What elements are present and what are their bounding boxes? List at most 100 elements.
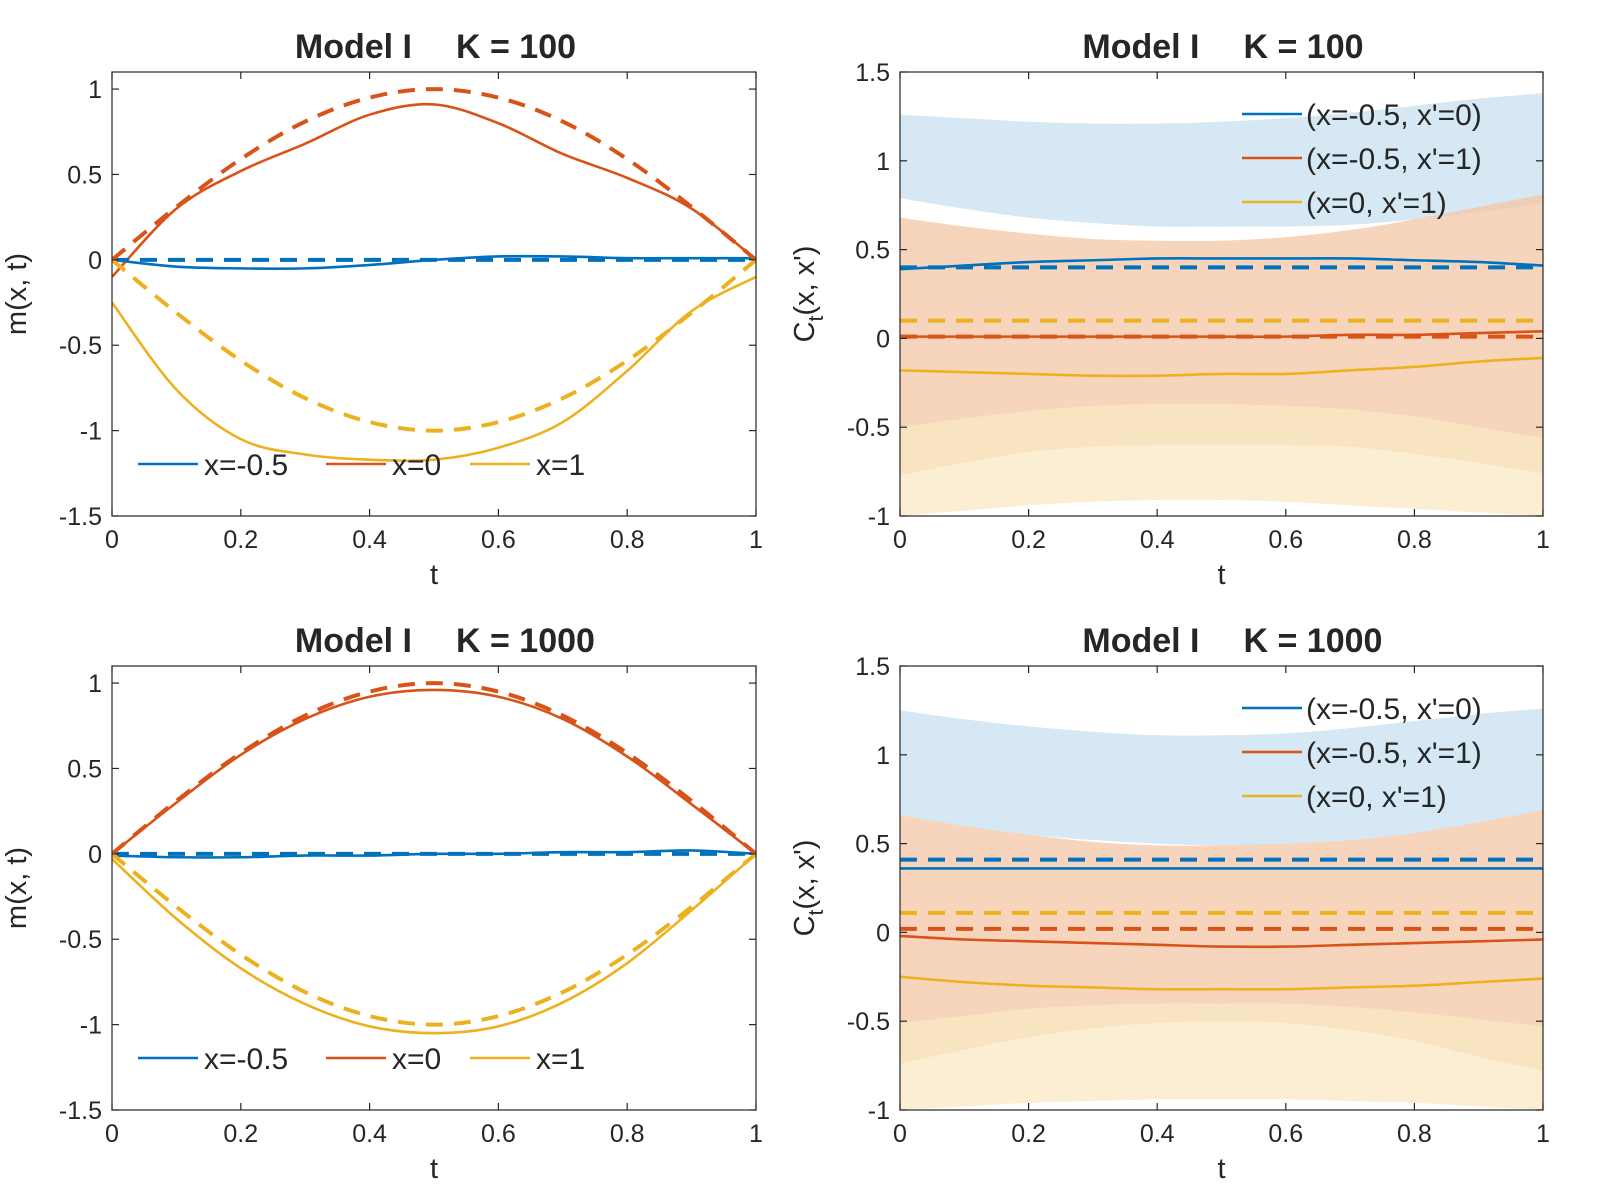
y-tick-label: 0 [88, 247, 102, 275]
y-tick-label: 0.5 [67, 755, 102, 783]
chart-title-k: K = 100 [456, 28, 576, 66]
y-tick-label: -0.5 [847, 1008, 890, 1036]
axes-box [111, 665, 757, 1111]
series-line-2-solid [900, 934, 1543, 949]
x-tick-label: 0.8 [610, 526, 645, 554]
chart-panel-cov_k1000: 0 0.2 0.4 0.6 0.8 1 -1 -0.5 0 0.5 1 1.5 Model I K = 1… [789, 622, 1550, 1185]
x-tick-label: 1 [1536, 526, 1550, 554]
plot-content [900, 708, 1543, 1110]
chart-title-model: Model I [1082, 28, 1199, 66]
y-axis-label-rest: (x, x') [789, 246, 821, 316]
series-line-3-solid [112, 852, 756, 1035]
y-tick-label: 1.5 [855, 653, 890, 681]
band-3 [900, 1003, 1543, 1110]
legend-label: x=0 [392, 1043, 441, 1076]
y-tick-label: 1 [88, 76, 102, 104]
y-tick-label: -0.5 [847, 414, 890, 442]
x-tick-label: 0 [105, 1120, 119, 1148]
y-tick-label: -1 [80, 1012, 102, 1040]
series-line-3-solid [900, 356, 1543, 378]
y-tick-label: 1 [876, 148, 890, 176]
y-tick-label: 1 [88, 670, 102, 698]
y-axis-label-subscript: t [805, 909, 828, 915]
legend: x=-0.5 x=0 x=1 [138, 449, 585, 482]
x-tick-label: 0.2 [1011, 526, 1046, 554]
y-tick-label: 0 [88, 841, 102, 869]
plot-content [112, 681, 756, 1035]
x-axis-label: t [430, 1153, 438, 1185]
legend: (x=-0.5, x'=0) (x=-0.5, x'=1) (x=0, x'=1) [1242, 693, 1482, 814]
y-tick-label: -1 [868, 503, 890, 531]
legend: (x=-0.5, x'=0) (x=-0.5, x'=1) (x=0, x'=1) [1242, 99, 1482, 220]
legend-label: (x=-0.5, x'=0) [1306, 693, 1482, 726]
series-line-2-solid [112, 102, 756, 278]
y-tick-label: -1.5 [59, 1097, 102, 1125]
plot-area [112, 666, 756, 1110]
x-axis-label: t [1217, 1153, 1225, 1185]
x-tick-label: 0.2 [223, 526, 258, 554]
x-tick-label: 1 [749, 1120, 763, 1148]
band-2 [900, 809, 1543, 1071]
legend-label: (x=-0.5, x'=0) [1306, 99, 1482, 132]
x-tick-label: 0.4 [1140, 1120, 1175, 1148]
band-1 [900, 93, 1543, 227]
y-tick-label: 0 [876, 325, 890, 353]
x-tick-label: 0.4 [352, 526, 387, 554]
x-tick-label: 0.4 [1140, 526, 1175, 554]
y-tick-label: -0.5 [59, 926, 102, 954]
x-tick-label: 0.2 [1011, 1120, 1046, 1148]
x-tick-label: 0.8 [610, 1120, 645, 1148]
chart-panel-mean_k100: 0 0.2 0.4 0.6 0.8 1 -1.5 -1 -0.5 0 0.5 1 Model I K = … [1, 28, 763, 591]
legend-label: (x=0, x'=1) [1306, 187, 1447, 220]
series-line-2-solid [112, 688, 756, 855]
legend-label: (x=-0.5, x'=1) [1306, 143, 1482, 176]
y-tick-label: 1 [876, 742, 890, 770]
chart-panel-mean_k1000: 0 0.2 0.4 0.6 0.8 1 -1.5 -1 -0.5 0 0.5 1 Model I K = … [1, 622, 763, 1185]
series-line-5-dashed [112, 87, 756, 262]
chart-title-model: Model I [1082, 622, 1199, 660]
x-tick-label: 0 [893, 1120, 907, 1148]
legend-label: (x=0, x'=1) [1306, 781, 1447, 814]
axes-box [899, 71, 1544, 517]
band-1 [900, 708, 1543, 846]
y-axis-label-main: C [789, 915, 821, 936]
y-tick-label: -0.5 [59, 332, 102, 360]
x-tick-label: 0.8 [1397, 1120, 1432, 1148]
y-axis-label: m(x, t) [1, 847, 33, 929]
y-axis-label: Ct(x, x') [789, 246, 828, 343]
x-tick-label: 0.6 [1268, 1120, 1303, 1148]
legend-label: x=1 [536, 449, 585, 482]
x-tick-label: 0.6 [1268, 526, 1303, 554]
y-tick-label: 0.5 [855, 831, 890, 859]
y-axis-label-main: C [789, 321, 821, 342]
chart-title-k: K = 1000 [456, 622, 595, 660]
series-line-6-dashed [112, 258, 756, 433]
legend-label: x=0 [392, 449, 441, 482]
legend-label: x=-0.5 [204, 449, 288, 482]
x-tick-label: 1 [749, 526, 763, 554]
series-line-3-solid [112, 275, 756, 463]
y-tick-label: 1.5 [855, 59, 890, 87]
chart-title-model: Model I [295, 28, 412, 66]
axes-box [111, 71, 757, 517]
y-tick-label: 0 [876, 919, 890, 947]
y-tick-label: -1 [868, 1097, 890, 1125]
x-tick-label: 1 [1536, 1120, 1550, 1148]
chart-title-k: K = 100 [1244, 28, 1364, 66]
axes-box [899, 665, 1544, 1111]
x-tick-label: 0 [893, 526, 907, 554]
legend: x=-0.5 x=0 x=1 [138, 1043, 585, 1076]
y-tick-label: -1.5 [59, 503, 102, 531]
y-tick-label: 0.5 [67, 161, 102, 189]
x-tick-label: 0.8 [1397, 526, 1432, 554]
x-axis-label: t [430, 559, 438, 591]
series-line-6-dashed [112, 852, 756, 1027]
series-line-1-solid [900, 257, 1543, 271]
plot-area [112, 72, 756, 516]
x-axis-label: t [1217, 559, 1225, 591]
y-axis-label: m(x, t) [1, 253, 33, 335]
plot-content [112, 87, 756, 463]
x-tick-label: 0.6 [481, 526, 516, 554]
chart-title-model: Model I [295, 622, 412, 660]
